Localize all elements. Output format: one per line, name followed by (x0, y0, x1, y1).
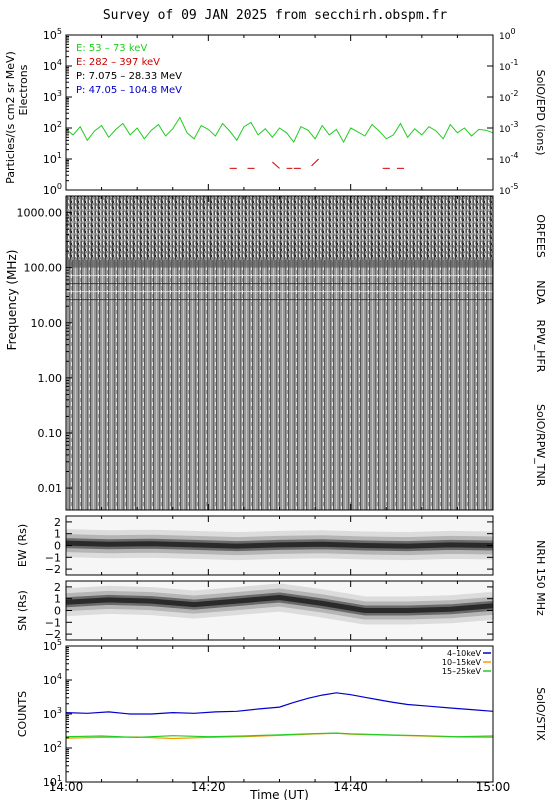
y-tick-label: −1 (45, 616, 61, 629)
y-tick-label: 2 (54, 581, 61, 594)
orfees-band (66, 259, 493, 268)
y-tick-label: 103 (43, 706, 62, 721)
ew-ridge (65, 540, 494, 549)
nrh-right-label: NRH 150 MHz (534, 540, 547, 616)
x-tick-label: 14:20 (191, 780, 226, 794)
right-y-tick-label: 10-5 (499, 182, 518, 197)
ew-ylabel: EW (Rs) (16, 524, 29, 567)
y-tick-label: 1.00 (38, 372, 63, 385)
y-tick-label: −2 (45, 563, 61, 576)
y-tick-label: 0 (54, 540, 61, 553)
legend-entry: P: 7.075 – 28.33 MeV (76, 71, 182, 82)
x-tick-label: 15:00 (476, 780, 511, 794)
band-label: RPW_HFR (534, 320, 547, 373)
stix-series-line (65, 732, 494, 739)
x-tick-label: 14:40 (333, 780, 368, 794)
y-tick-label: −1 (45, 551, 61, 564)
epd-series-segment (272, 161, 280, 169)
x-axis-label: Time (UT) (249, 788, 309, 800)
y-tick-label: 1 (54, 593, 61, 606)
y-tick-label: 101 (43, 774, 62, 789)
y-tick-label: 105 (43, 638, 62, 653)
stix-right-label: SolO/STIX (534, 687, 547, 741)
legend-entry: E: 282 – 397 keV (76, 57, 160, 68)
right-y-tick-label: 100 (499, 27, 516, 42)
y-tick-label: 100.00 (24, 262, 63, 275)
y-tick-label: −2 (45, 628, 61, 641)
sn-ylabel: SN (Rs) (16, 590, 29, 631)
y-tick-label: 102 (43, 740, 62, 755)
y-tick-label: 103 (43, 89, 62, 104)
right-y-tick-label: 10-1 (499, 58, 518, 73)
y-tick-label: 0.01 (38, 482, 63, 495)
page-title: Survey of 09 JAN 2025 from secchirh.obsp… (102, 8, 448, 23)
epd-series-segment (311, 158, 319, 167)
band-label: ORFEES (534, 214, 547, 258)
y-tick-label: 0.10 (38, 427, 63, 440)
y-tick-label: 105 (43, 27, 62, 42)
epd-series-line (65, 116, 494, 144)
radio-ylabel: Frequency (MHz) (5, 250, 19, 351)
y-tick-label: 100 (43, 182, 62, 197)
legend-entry: 15–25keV (442, 667, 482, 676)
legend-entry: 4–10keV (447, 649, 482, 658)
y-tick-label: 2 (54, 516, 61, 529)
stix-series-line (65, 692, 494, 715)
epd-ylabel: Particles/(s cm2 sr MeV) (4, 51, 17, 184)
y-tick-label: 10.00 (31, 317, 63, 330)
orfees-spectrum (66, 259, 493, 510)
band-label: NDA (534, 280, 547, 305)
legend-entry: 10–15keV (442, 658, 482, 667)
right-y-tick-label: 10-4 (499, 151, 518, 166)
y-tick-label: 104 (43, 672, 62, 687)
y-tick-label: 104 (43, 58, 62, 73)
stix-ylabel: COUNTS (16, 691, 29, 737)
epd-ylabel2: Electrons (17, 64, 30, 115)
right-y-tick-label: 10-3 (499, 120, 518, 135)
y-tick-label: 1000.00 (17, 207, 63, 220)
y-tick-label: 101 (43, 151, 62, 166)
epd-right-label: SolO/EPD (ions) (534, 70, 547, 156)
legend-entry: P: 47.05 – 104.8 MeV (76, 85, 182, 96)
right-y-tick-label: 10-2 (499, 89, 518, 104)
sn-ridge (65, 595, 494, 613)
y-tick-label: 0 (54, 605, 61, 618)
y-tick-label: 102 (43, 120, 62, 135)
band-label: SolO/RPW_TNR (534, 404, 547, 487)
y-tick-label: 1 (54, 528, 61, 541)
legend-entry: E: 53 – 73 keV (76, 43, 147, 54)
x-tick-label: 14:00 (49, 780, 84, 794)
